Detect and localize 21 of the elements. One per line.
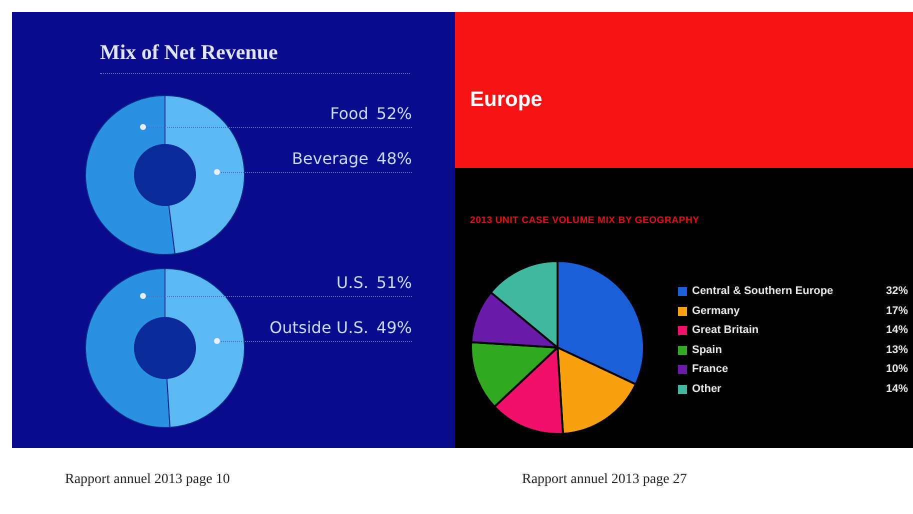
legend-label: Other xyxy=(692,383,722,395)
chart-title: Europe xyxy=(455,12,913,168)
legend-label: France xyxy=(692,363,728,376)
slice-label: Beverage 48% xyxy=(217,149,412,173)
data-label: 17% xyxy=(886,304,908,317)
data-label: 32% xyxy=(886,285,908,297)
data-label: 14% xyxy=(886,324,908,336)
legend-label: Central & Southern Europe xyxy=(692,285,834,297)
legend-label: Great Britain xyxy=(692,324,759,336)
slice-label: Outside U.S. 49% xyxy=(217,318,412,342)
text: Rapport annuel 2013 page 27 xyxy=(522,472,687,488)
legend-label: Germany xyxy=(692,304,740,317)
text: Rapport annuel 2013 page 10 xyxy=(65,472,230,488)
data-label: 13% xyxy=(886,344,908,356)
data-label: 10% xyxy=(886,363,908,376)
data-label: 14% xyxy=(886,383,908,395)
chart-title: Mix of Net Revenue xyxy=(100,40,410,74)
slice-label: U.S. 51% xyxy=(143,273,412,297)
chart-subtitle: 2013 UNIT CASE VOLUME MIX BY GEOGRAPHY xyxy=(470,215,700,226)
slice-label: Food 52% xyxy=(143,104,412,128)
legend-label: Spain xyxy=(692,344,722,356)
